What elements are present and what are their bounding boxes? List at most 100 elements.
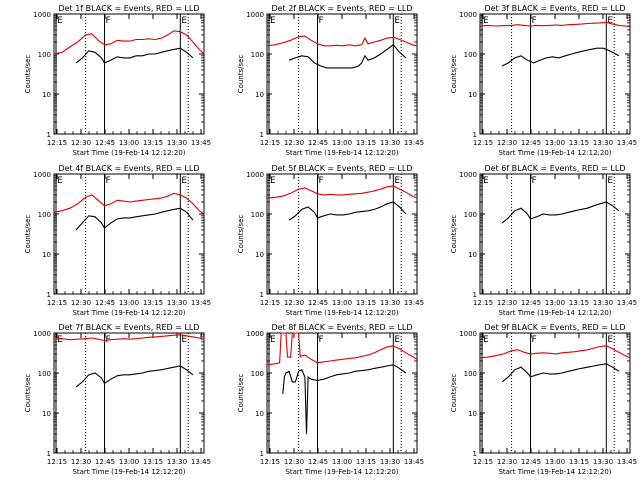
y-tick-label: 100 xyxy=(38,211,51,219)
x-tick-label: 12:15 xyxy=(260,139,280,147)
x-tick-label: 12:45 xyxy=(308,139,328,147)
marker-label: F xyxy=(106,16,111,26)
x-tick-label: 13:00 xyxy=(119,139,139,147)
x-axis-label: Start Time (19-Feb-14 12:12:20) xyxy=(285,309,398,317)
y-axis-label: Counts/sec xyxy=(237,55,245,94)
y-tick-label: 100 xyxy=(38,370,51,378)
plot-frame xyxy=(479,173,631,295)
y-tick-label: 1 xyxy=(473,450,477,458)
series-lld-line xyxy=(266,35,418,47)
y-tick-label: 10 xyxy=(468,410,477,418)
marker-label: E xyxy=(607,16,613,26)
chart-title: Det 1f BLACK = Events, RED = LLD xyxy=(58,4,199,13)
x-tick-label: 13:45 xyxy=(191,299,211,307)
plot-frame xyxy=(266,173,418,295)
y-tick-label: 10 xyxy=(468,91,477,99)
x-tick-label: 13:30 xyxy=(380,299,400,307)
marker-label: E xyxy=(483,16,489,26)
y-tick-label: 100 xyxy=(464,51,477,59)
series-lld-line xyxy=(266,332,418,366)
chart-panel-3: Det 3f BLACK = Events, RED = LLD 1 10 100 10… xyxy=(450,4,637,157)
chart-title: Det 8f BLACK = Events, RED = LLD xyxy=(271,323,412,332)
marker-label: E xyxy=(57,176,63,186)
marker-label: F xyxy=(532,335,537,345)
x-tick-label: 12:45 xyxy=(95,299,115,307)
series-lld-line xyxy=(53,192,205,215)
x-tick-label: 13:45 xyxy=(404,139,424,147)
x-tick-label: 12:45 xyxy=(521,139,541,147)
marker-label: E xyxy=(483,176,489,186)
y-tick-label: 100 xyxy=(251,370,264,378)
marker-label: E xyxy=(270,335,276,345)
x-tick-label: 13:15 xyxy=(569,139,589,147)
x-axis-label: Start Time (19-Feb-14 12:12:20) xyxy=(285,468,398,476)
x-tick-label: 12:30 xyxy=(71,139,91,147)
x-tick-label: 13:30 xyxy=(167,458,187,466)
marker-label: F xyxy=(319,335,324,345)
chart-panel-1: Det 1f BLACK = Events, RED = LLD 1 10 100 10… xyxy=(24,4,211,157)
x-axis-label: Start Time (19-Feb-14 12:12:20) xyxy=(72,149,185,157)
y-tick-label: 10 xyxy=(255,251,264,259)
marker-label: E xyxy=(270,16,276,26)
series-events-line xyxy=(75,365,194,388)
series-events-line xyxy=(75,47,194,64)
y-tick-label: 1 xyxy=(260,450,264,458)
y-tick-label: 10 xyxy=(468,251,477,259)
x-axis-label: Start Time (19-Feb-14 12:12:20) xyxy=(285,149,398,157)
y-axis-label: Counts/sec xyxy=(24,55,32,94)
y-tick-label: 100 xyxy=(38,51,51,59)
marker-label: F xyxy=(106,176,111,186)
chart-title: Det 5f BLACK = Events, RED = LLD xyxy=(271,164,412,173)
y-tick-label: 1000 xyxy=(459,330,477,338)
x-tick-label: 13:00 xyxy=(332,139,352,147)
marker-label: E xyxy=(394,16,400,26)
chart-panel-6: Det 6f BLACK = Events, RED = LLD 1 10 100 10… xyxy=(450,164,637,317)
y-tick-label: 1000 xyxy=(246,171,264,179)
x-tick-label: 12:45 xyxy=(308,458,328,466)
x-tick-label: 12:45 xyxy=(95,458,115,466)
plot-frame xyxy=(479,332,631,454)
marker-label: E xyxy=(57,335,63,345)
y-axis-label: Counts/sec xyxy=(24,374,32,413)
y-axis-label: Counts/sec xyxy=(237,215,245,254)
series-lld-line xyxy=(479,345,631,359)
y-tick-label: 1000 xyxy=(459,171,477,179)
x-tick-label: 12:45 xyxy=(521,458,541,466)
x-tick-label: 13:15 xyxy=(356,299,376,307)
marker-label: E xyxy=(57,16,63,26)
x-tick-label: 12:30 xyxy=(497,139,517,147)
x-tick-label: 12:15 xyxy=(473,458,493,466)
plot-frame xyxy=(53,332,205,454)
x-tick-label: 12:30 xyxy=(284,458,304,466)
marker-label: E xyxy=(483,335,489,345)
marker-label: F xyxy=(319,176,324,186)
chart-panel-8: Det 8f BLACK = Events, RED = LLD 1 10 100 10… xyxy=(237,323,424,476)
chart-title: Det 6f BLACK = Events, RED = LLD xyxy=(484,164,625,173)
x-tick-label: 13:45 xyxy=(191,139,211,147)
x-tick-label: 12:45 xyxy=(521,299,541,307)
chart-title: Det 2f BLACK = Events, RED = LLD xyxy=(271,4,412,13)
x-tick-label: 13:15 xyxy=(356,139,376,147)
marker-label: F xyxy=(532,176,537,186)
y-tick-label: 1 xyxy=(260,131,264,139)
x-tick-label: 12:15 xyxy=(473,299,493,307)
x-tick-label: 12:30 xyxy=(284,139,304,147)
y-tick-label: 100 xyxy=(251,211,264,219)
x-tick-label: 12:30 xyxy=(71,458,91,466)
x-axis-label: Start Time (19-Feb-14 12:12:20) xyxy=(498,309,611,317)
marker-label: E xyxy=(181,176,187,186)
y-tick-label: 1000 xyxy=(33,330,51,338)
x-tick-label: 13:00 xyxy=(119,458,139,466)
y-tick-label: 100 xyxy=(251,51,264,59)
x-tick-label: 12:45 xyxy=(95,139,115,147)
chart-panel-4: Det 4f BLACK = Events, RED = LLD 1 10 100 10… xyxy=(24,164,211,317)
x-tick-label: 12:15 xyxy=(260,299,280,307)
x-tick-label: 13:00 xyxy=(545,458,565,466)
plot-frame xyxy=(266,332,418,454)
marker-label: F xyxy=(532,16,537,26)
x-tick-label: 13:15 xyxy=(143,458,163,466)
marker-label: E xyxy=(181,335,187,345)
plot-frame xyxy=(479,13,631,135)
x-axis-label: Start Time (19-Feb-14 12:12:20) xyxy=(498,468,611,476)
x-tick-label: 12:30 xyxy=(284,299,304,307)
